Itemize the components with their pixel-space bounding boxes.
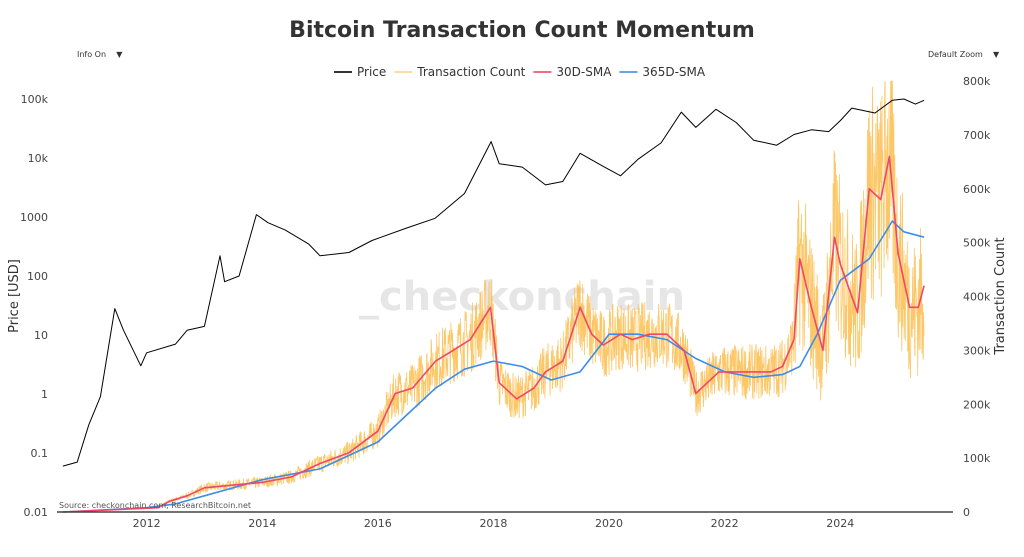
y-tick-label: 0.01 [24, 506, 49, 519]
x-tick-label: 2014 [248, 517, 276, 530]
y2-tick-label: 700k [963, 129, 991, 142]
legend-label: Transaction Count [416, 65, 525, 79]
y2-tick-label: 500k [963, 237, 991, 250]
legend-label: Price [357, 65, 386, 79]
series-30d-sma [62, 155, 925, 513]
zoom-dropdown[interactable]: Default Zoom ▼ [928, 50, 999, 59]
y2-tick-label: 800k [963, 75, 991, 88]
y-tick-label: 10 [34, 329, 48, 342]
zoom-label: Default Zoom [928, 50, 983, 59]
series-365d-sma [62, 220, 925, 513]
x-tick-label: 2012 [133, 517, 161, 530]
y-tick-label: 1 [41, 388, 48, 401]
info-dropdown[interactable]: Info On ▼ [77, 50, 122, 59]
y-axis-title: Price [USD] [7, 259, 22, 333]
y-tick-label: 100k [21, 93, 49, 106]
chevron-down-icon: ▼ [116, 50, 123, 59]
y2-tick-label: 600k [963, 183, 991, 196]
x-tick-label: 2024 [826, 517, 854, 530]
y2-tick-label: 100k [963, 452, 991, 465]
x-tick-label: 2020 [595, 517, 623, 530]
y2-tick-label: 200k [963, 398, 991, 411]
y2-axis-title: Transaction Count [993, 237, 1008, 355]
y-tick-label: 100 [27, 270, 48, 283]
y-tick-label: 0.1 [31, 447, 49, 460]
source-note: Source: checkonchain.com, ResearchBitcoi… [59, 501, 251, 510]
x-tick-label: 2016 [364, 517, 392, 530]
chart-title: Bitcoin Transaction Count Momentum [289, 18, 755, 43]
info-label: Info On [77, 50, 107, 59]
legend-label: 365D-SMA [642, 65, 705, 79]
y-tick-label: 1000 [20, 211, 48, 224]
y2-tick-label: 300k [963, 344, 991, 357]
y2-tick-label: 400k [963, 291, 991, 304]
y2-tick-label: 0 [963, 506, 970, 519]
y-tick-label: 10k [28, 152, 49, 165]
series-price [62, 98, 925, 467]
chevron-down-icon: ▼ [993, 50, 1000, 59]
x-tick-label: 2022 [711, 517, 739, 530]
legend-label: 30D-SMA [556, 65, 612, 79]
x-tick-label: 2018 [479, 517, 507, 530]
